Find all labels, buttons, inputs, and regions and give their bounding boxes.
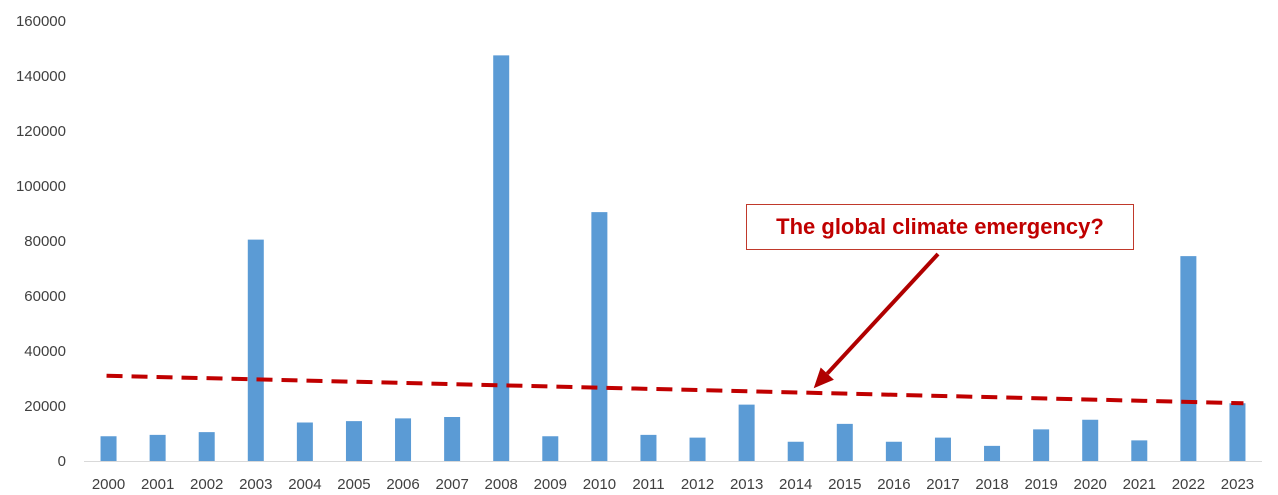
bar	[885, 441, 902, 461]
bar	[493, 55, 510, 461]
bar	[738, 404, 755, 461]
trendline	[106, 373, 1244, 406]
bar	[149, 434, 166, 461]
bar	[1180, 256, 1197, 461]
y-axis: 0 20000 40000 60000 80000 100000 120000 140000 1…	[16, 13, 66, 470]
bar	[345, 421, 362, 461]
x-tick-label: 2016	[877, 476, 910, 493]
bar	[1082, 419, 1099, 461]
x-tick-label: 2015	[828, 476, 861, 493]
x-tick-label: 2008	[485, 476, 518, 493]
x-tick-label: 2012	[681, 476, 714, 493]
x-tick-label: 2018	[975, 476, 1008, 493]
bar	[689, 437, 706, 461]
x-tick-label: 2013	[730, 476, 763, 493]
x-tick-label: 2007	[435, 476, 468, 493]
bar	[100, 436, 117, 461]
y-tick-label: 60000	[24, 288, 66, 305]
x-tick-label: 2009	[534, 476, 567, 493]
annotation-arrow-layer	[813, 252, 940, 389]
x-tick-label: 2001	[141, 476, 174, 493]
x-tick-label: 2021	[1123, 476, 1156, 493]
annotation-arrow-shaft	[825, 252, 940, 375]
bar	[1229, 403, 1246, 461]
x-tick-label: 2019	[1024, 476, 1057, 493]
bar	[444, 417, 461, 461]
x-tick-label: 2005	[337, 476, 370, 493]
y-tick-label: 80000	[24, 233, 66, 250]
bar	[542, 436, 559, 461]
bar	[640, 434, 657, 461]
bar	[591, 212, 608, 461]
x-tick-label: 2022	[1172, 476, 1205, 493]
annotation-text: The global climate emergency?	[776, 214, 1104, 239]
x-axis: 2000 2001 2002 2003 2004 2005 2006 2007 2008 2009…	[84, 461, 1262, 493]
y-tick-label: 0	[58, 453, 66, 470]
x-tick-label: 2002	[190, 476, 223, 493]
x-tick-label: 2011	[632, 476, 664, 493]
annotation-box: The global climate emergency?	[746, 204, 1134, 250]
bar	[787, 441, 804, 461]
bar	[247, 239, 264, 461]
bar	[984, 445, 1001, 461]
bar	[198, 432, 215, 461]
x-tick-label: 2006	[386, 476, 419, 493]
y-tick-label: 20000	[24, 398, 66, 415]
y-tick-label: 40000	[24, 343, 66, 360]
y-tick-label: 100000	[16, 178, 66, 195]
bar	[1033, 429, 1050, 461]
x-tick-label: 2017	[926, 476, 959, 493]
bar	[296, 422, 313, 461]
x-tick-label: 2010	[583, 476, 616, 493]
bar	[395, 418, 412, 461]
bar	[836, 423, 853, 461]
x-tick-label: 2003	[239, 476, 272, 493]
y-tick-label: 140000	[16, 68, 66, 85]
annotation-arrow-head	[813, 367, 834, 389]
y-tick-label: 120000	[16, 123, 66, 140]
bar	[934, 437, 951, 461]
x-tick-label: 2020	[1074, 476, 1107, 493]
x-tick-label: 2004	[288, 476, 321, 493]
bar	[1131, 440, 1148, 461]
trendline-layer	[106, 373, 1244, 406]
bar-series	[100, 55, 1246, 461]
x-tick-label: 2014	[779, 476, 812, 493]
x-tick-label: 2023	[1221, 476, 1254, 493]
y-tick-label: 160000	[16, 13, 66, 30]
x-tick-label: 2000	[92, 476, 125, 493]
